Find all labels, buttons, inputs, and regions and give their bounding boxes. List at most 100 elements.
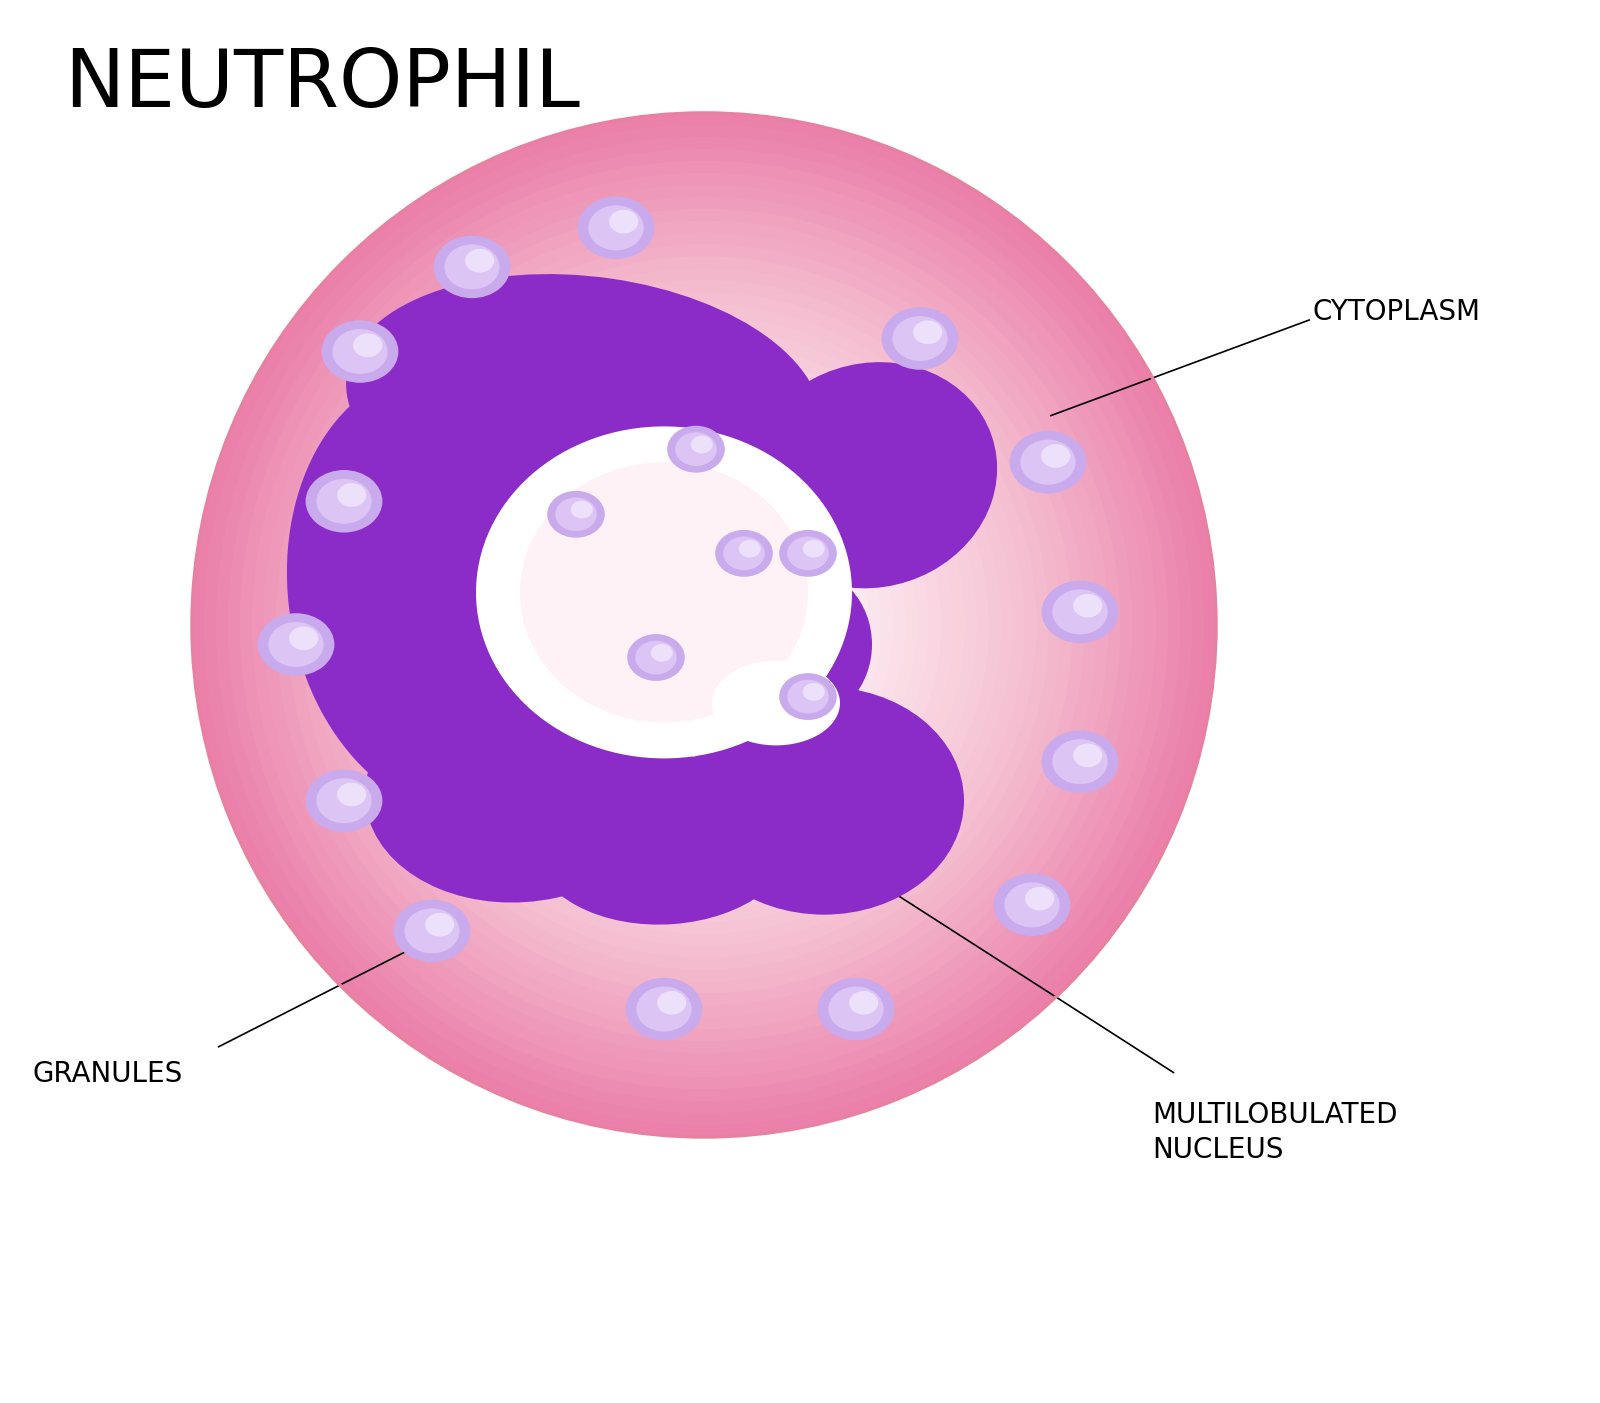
Circle shape — [1010, 431, 1086, 494]
Circle shape — [1074, 593, 1102, 617]
Circle shape — [466, 248, 494, 272]
Circle shape — [658, 991, 686, 1014]
Ellipse shape — [406, 328, 1002, 922]
Ellipse shape — [365, 673, 675, 902]
Circle shape — [829, 986, 883, 1031]
Circle shape — [779, 530, 837, 577]
Ellipse shape — [346, 274, 822, 533]
Circle shape — [426, 913, 454, 937]
Circle shape — [691, 435, 712, 453]
Circle shape — [547, 491, 605, 537]
Circle shape — [739, 540, 760, 557]
Ellipse shape — [251, 173, 1157, 1078]
Circle shape — [571, 501, 592, 519]
Circle shape — [635, 641, 677, 675]
Circle shape — [882, 307, 958, 370]
Text: ID 178069245 © Anastasiia Krasavina: ID 178069245 © Anastasiia Krasavina — [1230, 1344, 1576, 1361]
Circle shape — [1053, 589, 1107, 634]
Circle shape — [434, 236, 510, 299]
Circle shape — [317, 478, 371, 523]
Ellipse shape — [312, 233, 1096, 1017]
Circle shape — [637, 986, 691, 1031]
Circle shape — [333, 330, 387, 375]
Text: NEUTROPHIL: NEUTROPHIL — [64, 45, 579, 123]
Ellipse shape — [515, 435, 893, 814]
Circle shape — [914, 320, 942, 344]
Ellipse shape — [347, 268, 1061, 982]
Ellipse shape — [227, 149, 1181, 1101]
Ellipse shape — [203, 125, 1205, 1125]
Circle shape — [1053, 739, 1107, 784]
Circle shape — [269, 622, 323, 666]
Circle shape — [1042, 581, 1118, 643]
Circle shape — [306, 769, 382, 832]
Ellipse shape — [478, 400, 930, 850]
Circle shape — [445, 244, 499, 289]
Ellipse shape — [240, 161, 1168, 1089]
Circle shape — [675, 432, 717, 466]
Circle shape — [1021, 439, 1075, 484]
Circle shape — [803, 683, 824, 700]
Ellipse shape — [286, 369, 626, 817]
Ellipse shape — [467, 387, 941, 863]
Circle shape — [723, 536, 765, 570]
Circle shape — [338, 483, 366, 506]
Circle shape — [1042, 445, 1070, 467]
Circle shape — [1042, 731, 1118, 793]
Circle shape — [394, 899, 470, 962]
Ellipse shape — [395, 316, 1013, 934]
Circle shape — [787, 536, 829, 570]
Text: CYTOPLASM: CYTOPLASM — [1312, 299, 1480, 327]
Circle shape — [1026, 887, 1054, 911]
Ellipse shape — [477, 427, 851, 759]
Ellipse shape — [520, 462, 808, 723]
Circle shape — [578, 196, 654, 260]
Ellipse shape — [336, 257, 1072, 993]
Ellipse shape — [216, 137, 1192, 1113]
Ellipse shape — [539, 459, 869, 790]
Ellipse shape — [747, 362, 997, 588]
Circle shape — [779, 673, 837, 720]
Ellipse shape — [288, 209, 1120, 1041]
Ellipse shape — [323, 244, 1085, 1006]
Text: MULTILOBULATED
NUCLEUS: MULTILOBULATED NUCLEUS — [1152, 1101, 1397, 1164]
Circle shape — [715, 530, 773, 577]
Ellipse shape — [712, 661, 840, 745]
Ellipse shape — [360, 281, 1048, 969]
Circle shape — [306, 470, 382, 533]
Circle shape — [787, 679, 829, 714]
Circle shape — [322, 320, 398, 383]
Circle shape — [338, 783, 366, 807]
Circle shape — [354, 334, 382, 358]
Circle shape — [626, 978, 702, 1040]
Ellipse shape — [533, 755, 795, 925]
Circle shape — [651, 644, 672, 662]
Ellipse shape — [491, 411, 917, 838]
Ellipse shape — [728, 567, 872, 723]
Circle shape — [803, 540, 824, 557]
Circle shape — [258, 613, 334, 676]
Circle shape — [667, 425, 725, 473]
Ellipse shape — [443, 363, 965, 887]
Text: dreamstime.com: dreamstime.com — [24, 1344, 176, 1361]
Ellipse shape — [299, 220, 1109, 1030]
Ellipse shape — [643, 369, 845, 504]
Circle shape — [893, 316, 947, 361]
Ellipse shape — [502, 424, 906, 826]
Ellipse shape — [382, 304, 1026, 946]
Ellipse shape — [454, 376, 954, 874]
Circle shape — [610, 209, 638, 233]
Ellipse shape — [430, 352, 978, 898]
Circle shape — [589, 205, 643, 250]
Circle shape — [1005, 882, 1059, 927]
Circle shape — [555, 498, 597, 532]
Circle shape — [1074, 744, 1102, 767]
Circle shape — [405, 908, 459, 954]
Circle shape — [317, 779, 371, 824]
Ellipse shape — [192, 114, 1216, 1136]
Ellipse shape — [264, 185, 1144, 1065]
Circle shape — [850, 991, 878, 1014]
Circle shape — [818, 978, 894, 1040]
Ellipse shape — [371, 292, 1037, 958]
Circle shape — [994, 874, 1070, 936]
